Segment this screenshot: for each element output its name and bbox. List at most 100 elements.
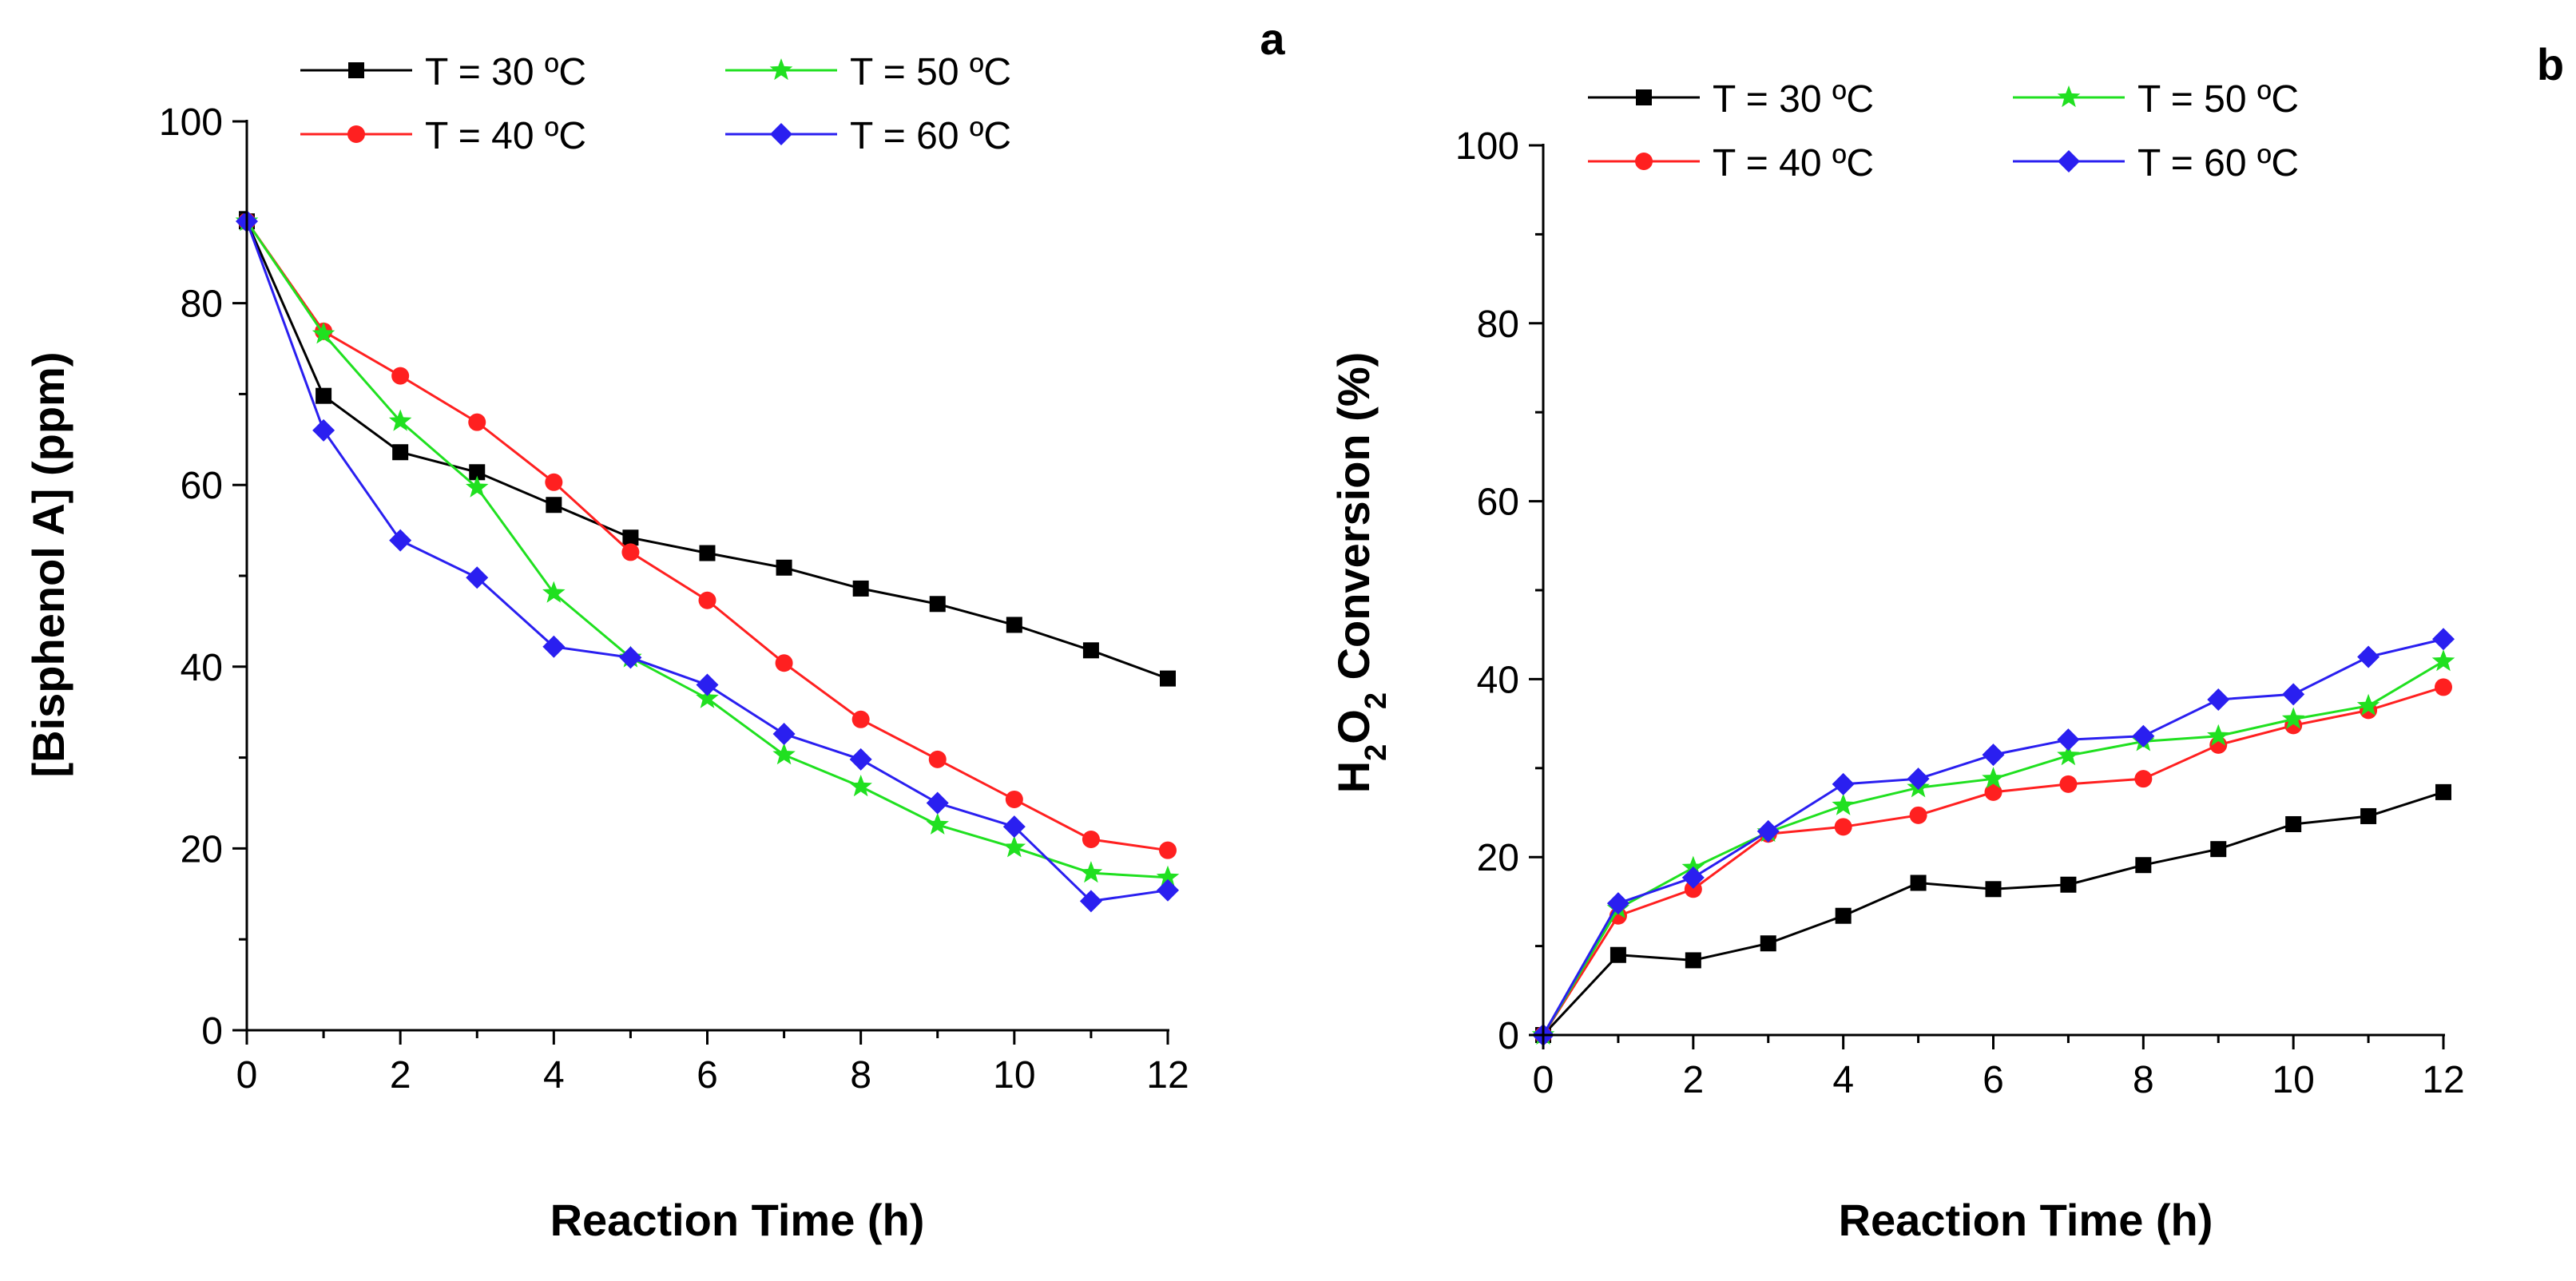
panel-b-y-title-sub2: 2 [1359, 692, 1393, 709]
panel-b-series-3-point [1982, 744, 2005, 767]
panel-a-series-1-point [468, 413, 486, 431]
panel-a-x-tick-label: 8 [850, 1054, 871, 1097]
panel-b-series-0-point [1685, 952, 1701, 969]
panel-b-series-1-point [1684, 880, 1702, 898]
panel-b-series-0-point [2210, 841, 2227, 858]
panel-a-series-2-point [772, 743, 796, 765]
panel-b-x-tick-label: 4 [1832, 1059, 1854, 1101]
panel-b-y-tick-label: 100 [1455, 125, 1519, 168]
panel-a-series-3-point [849, 748, 872, 771]
panel-a-series-3-point [1002, 815, 1026, 839]
panel-a-axes: 0 2 4 6 8 10 12 0 20 40 60 80 100 [159, 101, 1189, 1097]
panel-b-series-3-point [2432, 628, 2455, 651]
panel-a-x-tick-label: 10 [993, 1054, 1035, 1097]
panel-b-series-3-point [2357, 645, 2380, 668]
panel-b-series-0-point [2060, 876, 2077, 893]
panel-a-series-0-point [1006, 617, 1022, 633]
panel-b-legend-label-0: T = 30 ºC [1713, 78, 1874, 121]
panel-b-series-1-point [2059, 775, 2078, 793]
panel-b-series-1-point [2134, 770, 2153, 788]
panel-a-x-tick-label: 12 [1146, 1054, 1189, 1097]
panel-a-y-tick-label: 60 [181, 465, 223, 507]
panel-b-legend-label-1: T = 40 ºC [1713, 142, 1874, 184]
panel-b-legend-entry-0: T = 30 ºC [1588, 78, 1874, 121]
panel-b-series-2-point [2431, 649, 2455, 672]
panel-a-y-tick-label: 100 [159, 101, 223, 144]
panel-a-y-tick-label: 80 [181, 284, 223, 326]
panel-b-y-title-o: O [1328, 709, 1379, 744]
panel-b-series-3-point [1907, 767, 1930, 791]
panel-b-chart: b 0 2 4 6 8 10 12 0 20 40 60 80 100 T = 30 ºC T = 40 … [1328, 39, 2564, 1245]
panel-b-series-2-point [2057, 744, 2080, 766]
panel-b-series-0-point [1760, 935, 1776, 952]
panel-a-series-3-point [1079, 890, 1102, 913]
panel-b-y-title-sub1: 2 [1359, 744, 1393, 761]
panel-b-legend-label-3: T = 60 ºC [2137, 142, 2299, 184]
panel-a-chart: a 0 2 4 6 8 10 12 0 20 40 60 80 100 T = 30 ºC T = 40 … [23, 14, 1285, 1245]
panel-b-series-layer [1531, 628, 2455, 1046]
panel-b-legend-marker-1 [1635, 153, 1653, 170]
panel-a-legend-marker-1 [347, 125, 365, 143]
panel-a-y-axis-title: [Bisphenol A] (ppm) [23, 352, 73, 778]
panel-a-series-2-point [849, 775, 872, 797]
panel-b-y-tick-label: 60 [1477, 482, 1519, 524]
panel-b-series-1-point [2435, 678, 2452, 696]
panel-a-series-3-point [466, 566, 489, 589]
panel-b-series-1-point [1909, 806, 1927, 824]
panel-a-series-0-point [392, 444, 409, 461]
panel-b-legend-entry-1: T = 40 ºC [1588, 142, 1874, 184]
panel-a-series-0-point [776, 559, 792, 576]
panel-a-series-2-point [388, 409, 412, 431]
panel-a-series-1-point [698, 591, 716, 609]
panel-a-series-2-point [466, 475, 489, 498]
panel-b-series-3-point [1681, 866, 1705, 889]
panel-a-series-2-point [926, 812, 949, 835]
panel-a-x-axis-title: Reaction Time (h) [550, 1195, 925, 1245]
panel-a-series-1-point [545, 473, 563, 491]
panel-a-series-3-point [619, 646, 642, 669]
panel-a-x-tick-label: 0 [236, 1054, 258, 1097]
panel-a-series-0-point [622, 529, 639, 546]
panel-b-series-3-point [1606, 892, 1629, 915]
panel-a-series-1-point [851, 710, 870, 728]
panel-b-y-tick-label: 40 [1477, 659, 1519, 701]
panel-b-series-0-point [2360, 807, 2377, 824]
panel-a-legend-marker-0 [348, 62, 364, 78]
panel-b-x-tick-label: 12 [2422, 1059, 2464, 1101]
panel-a-series-0-point [546, 497, 562, 514]
panel-a-x-tick-label: 2 [390, 1054, 411, 1097]
panel-b-legend-marker-0 [1636, 89, 1652, 105]
panel-a-series-1-point [775, 654, 793, 672]
panel-b-y-axis-title: H2O2 Conversion (%) [1328, 352, 1393, 794]
panel-b-series-0-point [2135, 857, 2152, 874]
panel-a-tag: a [1260, 14, 1285, 64]
panel-b-series-3-point [1832, 772, 1855, 795]
panel-a-y-tick-label: 20 [181, 828, 223, 871]
panel-a-series-0-point [469, 464, 486, 481]
panel-a-series-3-point [312, 418, 335, 442]
panel-a-series-3-point [926, 791, 949, 815]
panel-b-series-0-point [1835, 907, 1852, 924]
panel-a-series-0-point [852, 580, 869, 597]
panel-a-series-1-point [1005, 790, 1023, 808]
panel-a-x-tick-label: 6 [697, 1054, 718, 1097]
panel-a-y-tick-label: 0 [201, 1010, 223, 1053]
panel-a-series-0-point [1082, 642, 1099, 659]
panel-b-x-tick-label: 8 [2133, 1059, 2154, 1101]
panel-a-series-2-point [1002, 835, 1026, 858]
panel-a-legend-marker-2 [769, 58, 793, 81]
panel-a-series-0-point [316, 387, 332, 404]
panel-a-legend-entry-1: T = 40 ºC [300, 115, 586, 157]
panel-b-series-3-point [2057, 728, 2080, 752]
panel-a-legend-label-2: T = 50 ºC [850, 51, 1011, 93]
panel-b-axes: 0 2 4 6 8 10 12 0 20 40 60 80 100 [1455, 125, 2465, 1101]
panel-a-legend-marker-3 [770, 123, 792, 145]
panel-a-series-1-point [391, 367, 410, 385]
panel-b-y-title-rest: Conversion (%) [1328, 352, 1379, 692]
panel-a-series-3-point [542, 635, 566, 658]
panel-b-legend: T = 30 ºC T = 40 ºC T = 50 ºC T = 60 ºC [1588, 78, 2299, 184]
panel-a-series-1-point [621, 543, 640, 561]
panel-b-series-0-point [2435, 783, 2451, 800]
